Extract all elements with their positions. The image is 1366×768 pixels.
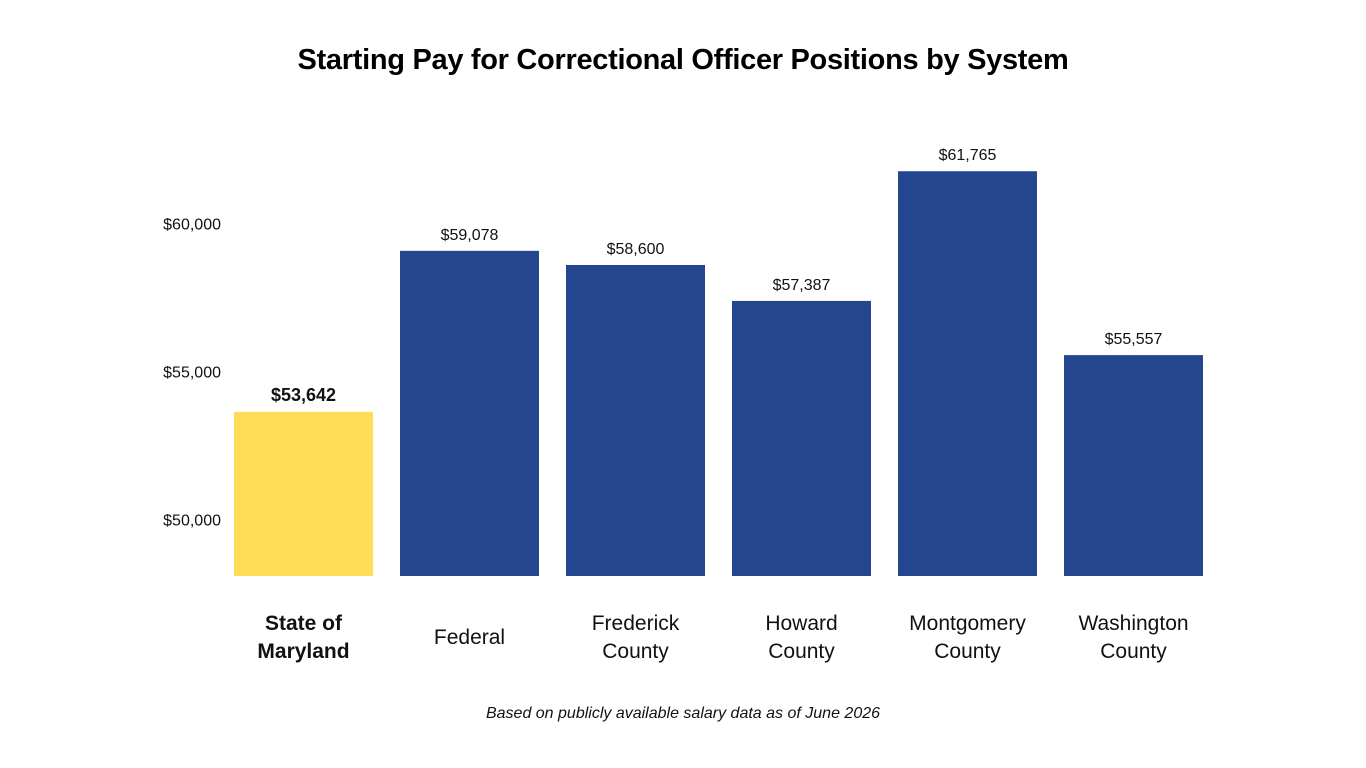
bar-value-label: $61,765 [939,147,997,164]
chart-footnote: Based on publicly available salary data … [485,705,881,722]
bar-value-label: $58,600 [607,241,665,258]
x-category-label: Federal [434,626,505,649]
x-category-label: Howard County [765,612,837,663]
y-tick-label: $60,000 [163,217,221,234]
bar [400,250,539,576]
x-category-label: Frederick County [592,612,680,663]
bar [898,171,1037,576]
bar-value-label: $59,078 [441,227,499,244]
y-tick-label: $50,000 [163,513,221,530]
bar [566,264,705,576]
bar [732,300,871,576]
bar [1064,355,1203,576]
bar-value-label: $53,642 [271,385,336,405]
bar-value-label: $55,557 [1105,331,1163,348]
x-category-label: Montgomery County [909,612,1026,663]
y-tick-label: $55,000 [163,365,221,382]
chart-title: Starting Pay for Correctional Officer Po… [297,44,1069,76]
bar [234,411,373,576]
bar-value-label: $57,387 [773,277,831,294]
x-category-label: Washington County [1078,612,1188,663]
x-category-label: State of Maryland [257,612,349,663]
